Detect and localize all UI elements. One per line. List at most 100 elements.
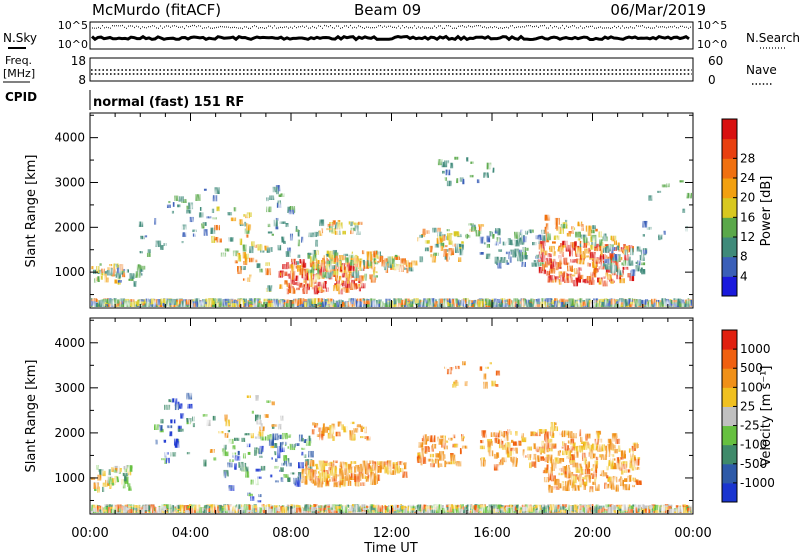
power-cell: [412, 299, 415, 305]
power-cell: [307, 274, 313, 281]
velocity-cell: [279, 442, 283, 449]
velocity-cell: [431, 459, 435, 466]
power-cell: [609, 253, 615, 261]
velocity-cell: [563, 471, 569, 475]
velocity-cell: [159, 425, 163, 431]
power-cell: [476, 306, 479, 307]
power-cell: [307, 298, 312, 306]
power-cell: [390, 256, 394, 260]
power-cell: [347, 301, 354, 307]
power-cell: [542, 235, 546, 242]
velocity-cell: [174, 404, 180, 411]
power-cell: [308, 269, 312, 274]
power-cell: [285, 222, 289, 228]
velocity-cell: [560, 458, 565, 462]
power-cell: [427, 306, 432, 307]
power-cell: [509, 256, 512, 263]
power-cell: [569, 250, 573, 257]
power-colorbar-swatch: [722, 217, 737, 238]
velocity-cell: [335, 512, 341, 513]
power-cell: [222, 305, 229, 307]
power-cell: [327, 223, 334, 228]
power-cell: [337, 220, 341, 223]
velocity-cell: [456, 461, 462, 467]
velocity-cell: [259, 455, 263, 458]
power-cell: [326, 250, 329, 257]
velocity-cell: [593, 467, 598, 474]
power-cell: [639, 300, 643, 307]
power-cell: [371, 300, 375, 306]
power-cell: [559, 258, 563, 265]
power-cell: [362, 298, 368, 302]
power-cell: [562, 272, 568, 278]
power-cell: [687, 298, 690, 301]
power-cell: [424, 247, 429, 252]
power-cell: [123, 268, 128, 271]
power-cell: [216, 302, 219, 306]
velocity-cell: [424, 436, 430, 442]
power-cell: [277, 303, 282, 307]
velocity-cell: [254, 436, 258, 439]
power-cell: [333, 254, 339, 259]
power-cell: [291, 258, 296, 263]
velocity-cell: [558, 510, 561, 513]
velocity-cell: [331, 423, 336, 430]
velocity-cell: [379, 464, 384, 470]
velocity-cell: [246, 443, 251, 448]
velocity-cell: [322, 509, 326, 513]
power-cell: [639, 254, 645, 261]
velocity-cell: [562, 441, 565, 447]
power-cell: [553, 235, 560, 240]
power-cell: [296, 265, 302, 269]
velocity-cell: [223, 444, 227, 450]
power-cell: [328, 298, 333, 302]
power-cell: [439, 242, 445, 248]
power-cell: [230, 217, 237, 222]
power-cell: [136, 303, 139, 307]
velocity-cell: [615, 506, 620, 513]
power-cell: [505, 260, 508, 265]
power-cell: [193, 303, 196, 307]
power-cell: [114, 279, 118, 284]
power-cell: [318, 230, 323, 236]
velocity-cell: [324, 507, 328, 510]
velocity-cell: [253, 449, 257, 456]
velocity-cell: [570, 483, 575, 489]
power-cell: [538, 266, 543, 274]
velocity-cell: [459, 448, 462, 455]
velocity-cell: [389, 463, 396, 468]
power-cell: [470, 300, 474, 303]
power-colorbar-swatch: [722, 138, 737, 159]
power-cell: [267, 231, 273, 234]
power-cell: [290, 270, 294, 276]
velocity-cell: [522, 438, 526, 441]
velocity-cell: [174, 401, 180, 407]
velocity-cell: [540, 456, 545, 461]
velocity-cell: [600, 454, 607, 460]
velocity-cell: [541, 440, 544, 446]
power-cell: [495, 298, 501, 304]
power-cell: [672, 300, 678, 303]
velocity-cell: [330, 432, 333, 438]
power-cell: [505, 251, 512, 255]
velocity-cell: [450, 461, 456, 465]
velocity-cell: [357, 466, 363, 472]
velocity-cell: [262, 506, 265, 511]
power-cell: [266, 206, 272, 213]
velocity-cell: [544, 439, 550, 443]
power-cell: [430, 254, 436, 258]
velocity-cell: [305, 440, 312, 446]
power-cell: [636, 303, 640, 307]
velocity-cell: [615, 438, 621, 444]
power-cell: [443, 298, 447, 301]
velocity-cell: [624, 478, 629, 482]
velocity-cell: [576, 465, 582, 468]
velocity-cell: [629, 463, 632, 469]
velocity-cell: [505, 441, 509, 445]
power-cell: [522, 236, 527, 243]
power-cell: [119, 298, 125, 302]
power-cell: [358, 264, 363, 268]
power-cell: [347, 278, 350, 284]
power-cell: [604, 264, 609, 270]
power-cell: [266, 247, 271, 253]
